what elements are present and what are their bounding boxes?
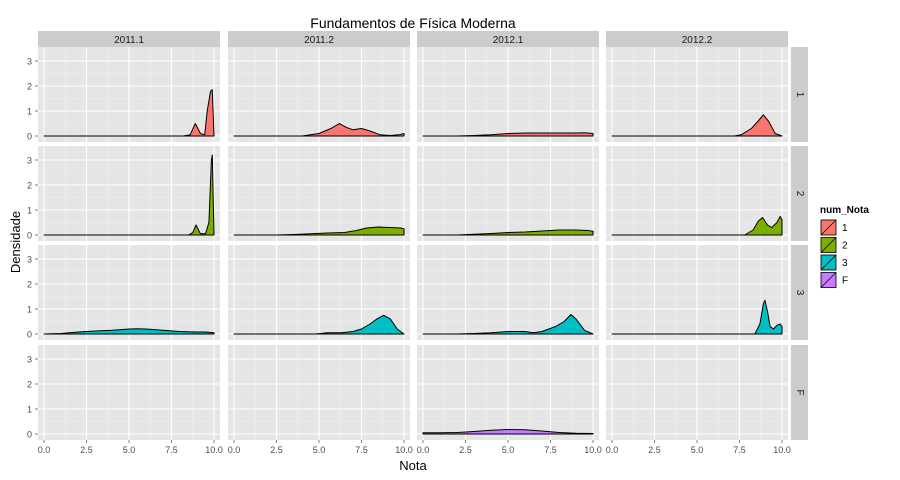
x-tick-label: 5.0	[691, 445, 704, 455]
density-area	[43, 154, 215, 236]
column-strip-label: 2011.2	[304, 35, 334, 46]
y-tick-label: 1	[27, 405, 32, 415]
legend-swatch-slash	[820, 254, 837, 271]
x-tick-label: 0.0	[228, 445, 241, 455]
column-strip-label: 2012.1	[493, 35, 524, 46]
legend-item: 3	[819, 253, 848, 272]
facet-panel	[38, 345, 220, 440]
x-tick-label: 7.5	[165, 445, 178, 455]
y-tick-label: 0	[27, 132, 32, 142]
x-tick-label: 7.5	[544, 445, 557, 455]
density-area	[611, 215, 783, 236]
x-tick-label: 2.5	[459, 445, 472, 455]
facet-panel	[606, 245, 788, 340]
column-strip	[228, 31, 410, 47]
chart-title: Fundamentos de Física Moderna	[310, 15, 516, 31]
facet-panel	[38, 47, 220, 142]
row-strip-label: 3	[794, 290, 805, 296]
density-area	[422, 314, 594, 335]
column-strip-label: 2012.2	[682, 35, 713, 46]
row-strip	[791, 245, 808, 340]
y-tick-label: 3	[27, 57, 32, 67]
density-area	[43, 328, 215, 335]
x-tick-label: 7.5	[355, 445, 368, 455]
facet-panel	[417, 146, 599, 241]
density-area	[233, 314, 405, 335]
facet-panel	[417, 245, 599, 340]
legend-title: num_Nota	[820, 205, 869, 216]
x-tick-label: 0.0	[38, 445, 51, 455]
row-strip-label: F	[794, 389, 805, 395]
legend-item: F	[819, 271, 848, 289]
x-tick-label: 2.5	[80, 445, 93, 455]
y-tick-label: 3	[27, 355, 32, 365]
column-strip	[417, 31, 599, 47]
density-area	[233, 123, 405, 137]
y-tick-label: 2	[27, 380, 32, 390]
legend-label: 3	[842, 258, 848, 269]
row-strip-label: 2	[794, 191, 805, 197]
facet-panel	[228, 146, 410, 241]
facet-panel	[228, 47, 410, 142]
x-tick-label: 7.5	[733, 445, 746, 455]
row-strip	[791, 146, 808, 241]
density-area	[422, 429, 594, 435]
y-tick-label: 1	[27, 305, 32, 315]
facet-panels: 2011.1 2011.2 2012.1 2012.2 1 2 3 F 0 1 2 3 0 1 2 3 0 1 2 3…	[27, 31, 808, 455]
column-strip-label: 2011.1	[114, 35, 144, 46]
facet-panel	[417, 47, 599, 142]
legend-swatch-slash	[820, 272, 837, 288]
facet-panel	[38, 245, 220, 340]
x-tick-label: 2.5	[270, 445, 283, 455]
x-axis-label: Nota	[399, 458, 427, 473]
legend-item: 1	[819, 218, 848, 237]
density-area	[43, 89, 215, 137]
y-axis-label: Densidade	[8, 211, 23, 273]
x-tick-label: 2.5	[648, 445, 661, 455]
x-tick-label: 5.0	[313, 445, 326, 455]
legend-swatch-slash	[820, 237, 837, 253]
y-tick-label: 2	[27, 280, 32, 290]
legend-label: 2	[842, 241, 848, 252]
column-strip	[38, 31, 220, 47]
y-tick-label: 0	[27, 231, 32, 241]
x-tick-label: 10.0	[205, 445, 223, 455]
density-area	[422, 132, 594, 137]
x-tick-label: 5.0	[123, 445, 136, 455]
legend-label: 1	[842, 223, 848, 234]
y-tick-label: 2	[27, 82, 32, 92]
facet-panel	[228, 345, 410, 440]
legend-label: F	[842, 276, 848, 287]
facet-panel	[606, 345, 788, 440]
y-tick-label: 1	[27, 107, 32, 117]
facet-panel	[417, 345, 599, 440]
y-tick-label: 1	[27, 206, 32, 216]
row-strip	[791, 345, 808, 440]
density-area	[611, 114, 783, 137]
x-tick-label: 10.0	[395, 445, 413, 455]
row-strip-label: 1	[794, 92, 805, 98]
x-tick-label: 5.0	[502, 445, 515, 455]
y-tick-label: 0	[27, 330, 32, 340]
density-area	[611, 299, 783, 335]
row-strip	[791, 47, 808, 142]
legend-item: 2	[819, 236, 848, 254]
column-strip	[606, 31, 788, 47]
x-tick-label: 10.0	[773, 445, 791, 455]
x-tick-label: 0.0	[417, 445, 430, 455]
y-tick-label: 2	[27, 181, 32, 191]
legend: num_Nota 1 2 3 F	[819, 205, 869, 289]
density-area	[422, 229, 594, 236]
density-area	[233, 226, 405, 236]
x-tick-label: 0.0	[606, 445, 619, 455]
x-tick-label: 10.0	[584, 445, 602, 455]
y-tick-label: 3	[27, 255, 32, 265]
y-tick-label: 0	[27, 430, 32, 440]
y-tick-label: 3	[27, 156, 32, 166]
legend-swatch-slash	[820, 219, 837, 236]
facet-panel	[38, 146, 220, 241]
